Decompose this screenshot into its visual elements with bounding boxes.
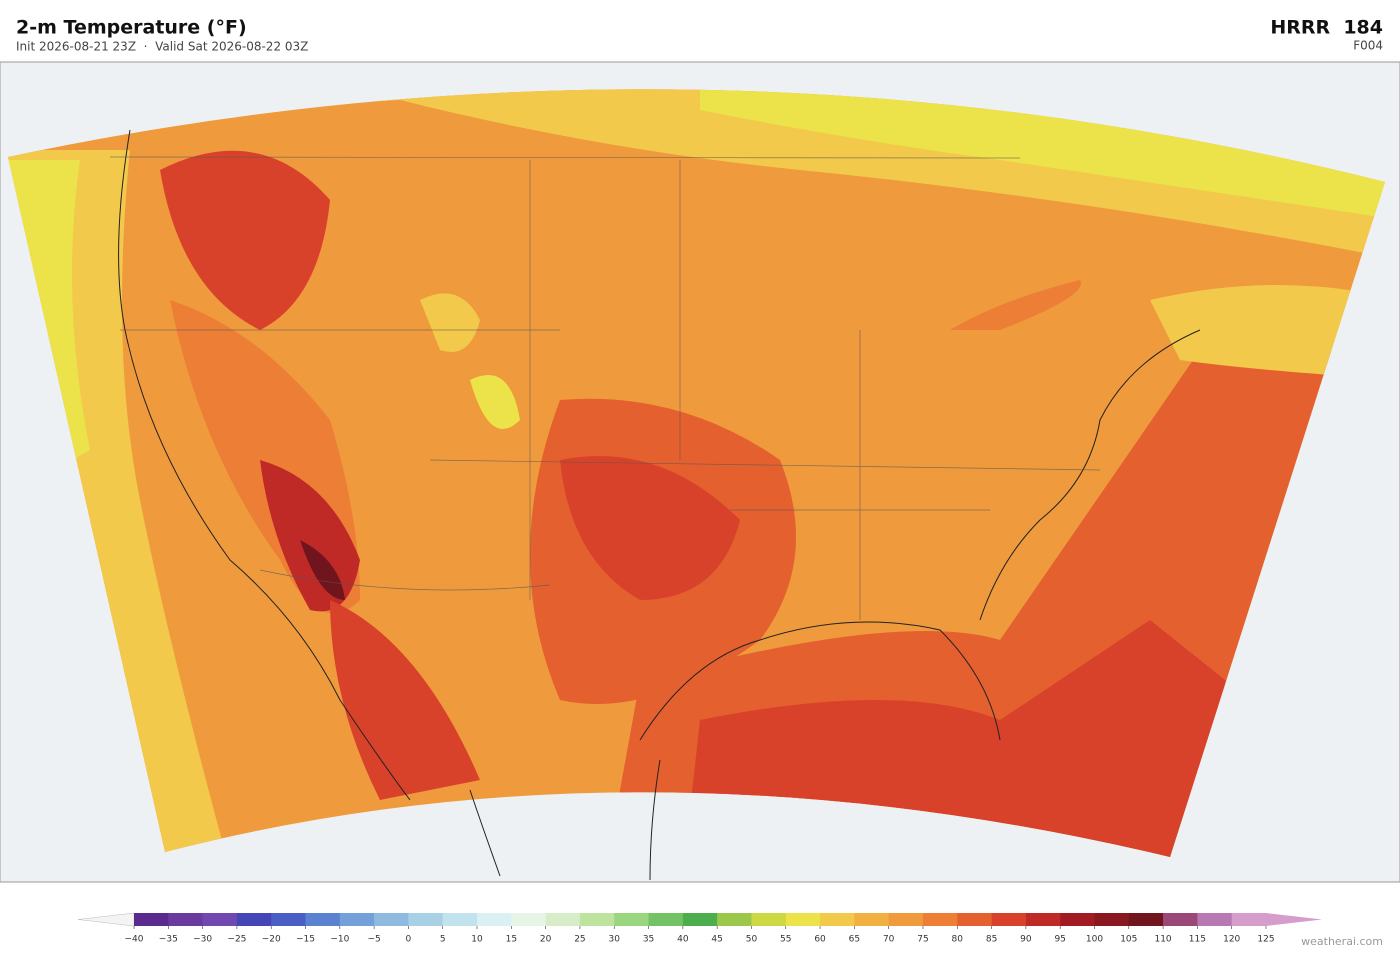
colorbar-bin (922, 913, 958, 926)
colorbar-tick-label: 0 (406, 935, 412, 945)
colorbar-bin (1163, 913, 1198, 926)
colorbar-bin (545, 913, 581, 926)
colorbar-tick-label: −5 (367, 935, 380, 945)
colorbar-bin (202, 913, 238, 926)
map (0, 61, 1400, 883)
colorbar-tick-label: 85 (986, 935, 997, 945)
colorbar-bin (1197, 913, 1232, 926)
colorbar-over (1266, 913, 1322, 926)
colorbar-tick-label: 110 (1154, 935, 1171, 945)
credit: weatherai.com (1301, 935, 1383, 948)
colorbar-tick-label: −20 (262, 935, 281, 945)
colorbar-tick-label: 60 (814, 935, 826, 945)
colorbar-bin (785, 913, 821, 926)
colorbar-bin (1094, 913, 1130, 926)
colorbar-tick-label: 10 (471, 935, 483, 945)
colorbar: −40 −35 −30 −25 −20 −15 −10 −5 0 5 10 15 20 25 30 35 40 4… (77, 912, 1322, 945)
colorbar-bin (374, 913, 409, 926)
colorbar-tick-label: 75 (917, 935, 928, 945)
borders (109, 156, 1101, 620)
colorbar-bin (957, 913, 992, 926)
colorbar-tick-label: 65 (849, 935, 860, 945)
colorbar-tick-label: 40 (677, 935, 689, 945)
colorbar-tick-label: 115 (1189, 935, 1206, 945)
colorbar-bin (1231, 913, 1267, 926)
colorbar-bin (1128, 913, 1164, 926)
colorbar-tick-label: −30 (193, 935, 212, 945)
model-label: HRRR 184 (1270, 17, 1383, 39)
forecast-hour: F004 (1353, 39, 1383, 53)
colorbar-bin (888, 913, 924, 926)
colorbar-tick-label: −40 (125, 935, 144, 945)
colorbar-tick-label: −35 (159, 935, 178, 945)
colorbar-bin (477, 913, 512, 926)
colorbar-bin (408, 913, 444, 926)
colorbar-bin (614, 913, 649, 926)
colorbar-bin (168, 913, 203, 926)
colorbar-bin (236, 913, 272, 926)
colorbar-tick-label: −10 (330, 935, 349, 945)
colorbar-tick-label: 120 (1223, 935, 1240, 945)
colorbar-tick-label: 50 (746, 935, 758, 945)
colorbar-tick-label: 45 (711, 935, 722, 945)
colorbar-bin (854, 913, 889, 926)
colorbar-bin (820, 913, 855, 926)
colorbar-bin (991, 913, 1027, 926)
colorbar-bin (442, 913, 478, 926)
colorbar-tick-label: 105 (1120, 935, 1137, 945)
colorbar-tick-label: 90 (1020, 935, 1032, 945)
coastlines (118, 129, 1201, 881)
colorbar-under (77, 912, 135, 927)
colorbar-tick-label: 25 (574, 935, 585, 945)
colorbar-tick-label: 35 (643, 935, 654, 945)
colorbar-bin (271, 913, 306, 926)
colorbar-tick-label: 125 (1257, 935, 1274, 945)
colorbar-bin (305, 913, 341, 926)
colorbar-tick-label: 15 (506, 935, 517, 945)
colorbar-tick-label: 100 (1086, 935, 1103, 945)
colorbar-tick-label: 80 (952, 935, 964, 945)
colorbar-bin (648, 913, 684, 926)
colorbar-bin (1060, 913, 1095, 926)
colorbar-bin (717, 913, 752, 926)
colorbar-tick-label: 95 (1054, 935, 1065, 945)
colorbar-tick-label: −25 (227, 935, 246, 945)
colorbar-tick-label: 70 (883, 935, 895, 945)
colorbar-bin (579, 913, 615, 926)
colorbar-bin (339, 913, 375, 926)
colorbar-tick-label: 20 (540, 935, 552, 945)
subtitle: Init 2026-08-21 23Z · Valid Sat 2026-08-… (16, 40, 308, 54)
colorbar-tick-label: −15 (296, 935, 315, 945)
colorbar-tick-label: 5 (440, 935, 446, 945)
title: 2-m Temperature (°F) (16, 17, 247, 39)
colorbar-bin (751, 913, 787, 926)
colorbar-tick-label: 30 (609, 935, 621, 945)
colorbar-tick-label: 55 (780, 935, 791, 945)
colorbar-bin (682, 913, 718, 926)
colorbar-bin (511, 913, 546, 926)
colorbar-bin (134, 913, 169, 926)
colorbar-bin (1025, 913, 1061, 926)
